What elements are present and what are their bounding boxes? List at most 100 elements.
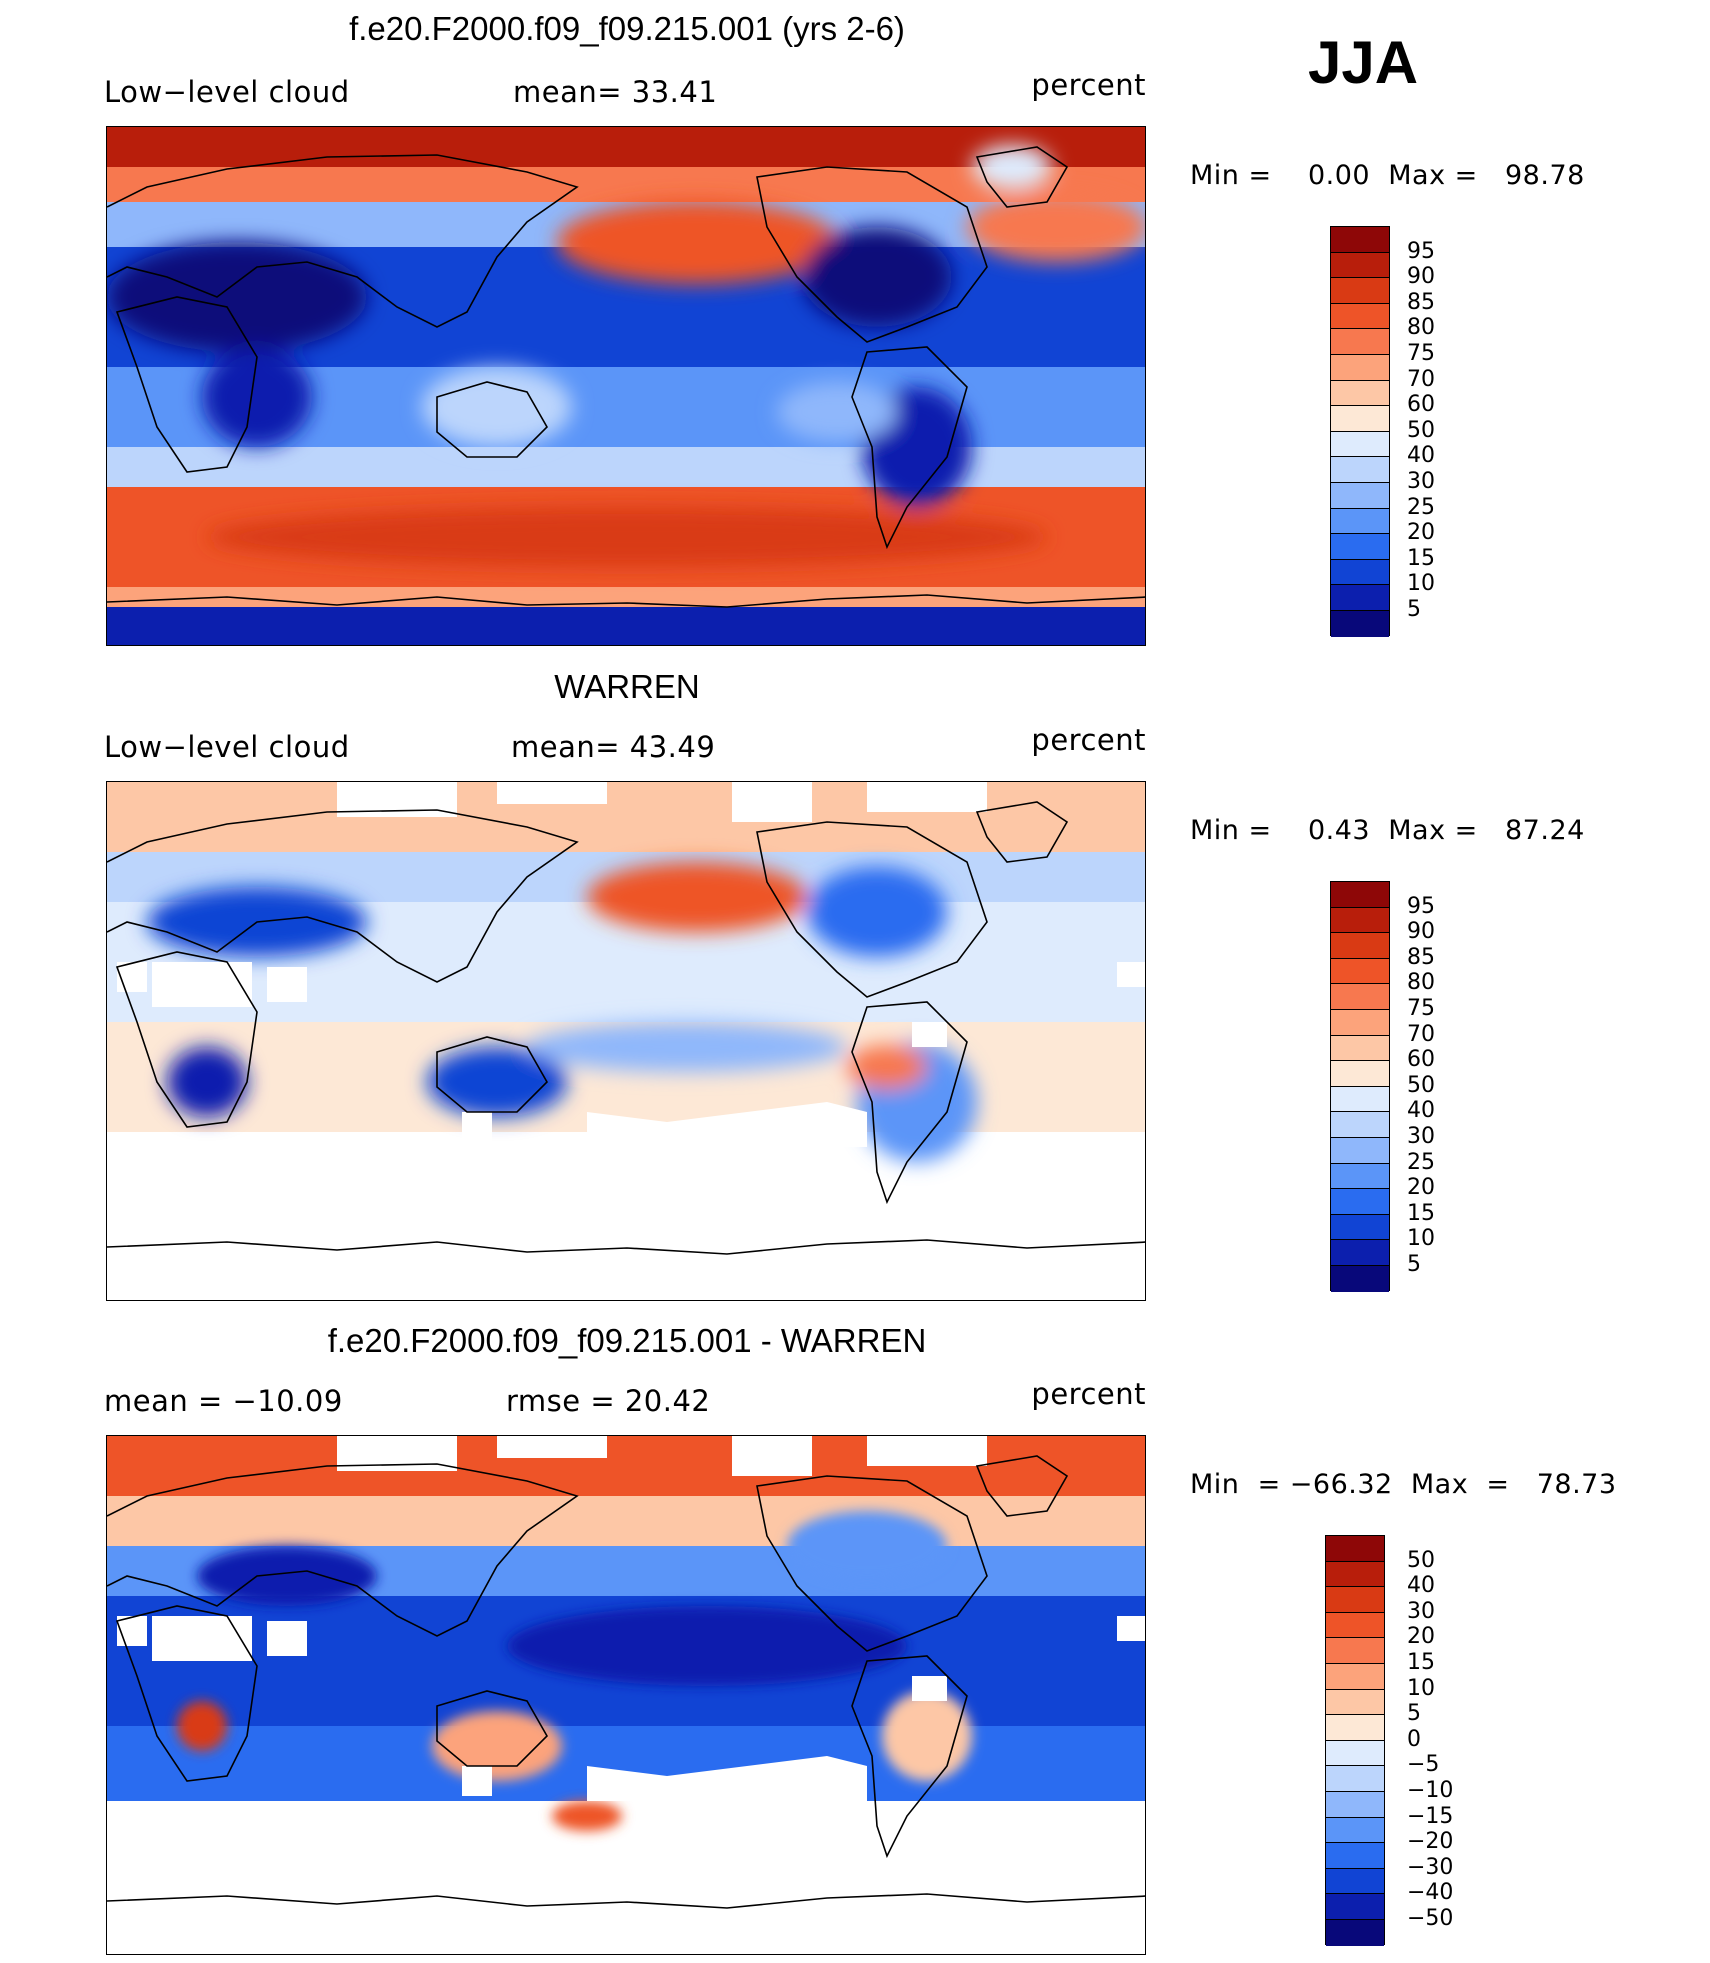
p2-coast-namerica bbox=[756, 821, 988, 998]
colorbar-tick-label: 90 bbox=[1407, 919, 1435, 945]
colorbar-tick-label: −15 bbox=[1407, 1803, 1454, 1829]
p3-band-north bbox=[107, 1496, 1145, 1546]
colorbar-swatch bbox=[1326, 1561, 1384, 1588]
colorbar-swatch bbox=[1326, 1689, 1384, 1716]
colorbar-tick-label: 30 bbox=[1407, 469, 1435, 494]
panel1-units-label: percent bbox=[1031, 68, 1146, 102]
colorbar-tick-label: 5 bbox=[1407, 597, 1421, 622]
p3-coast-greenland bbox=[975, 1455, 1069, 1517]
colorbar-tick-label: 50 bbox=[1407, 1547, 1435, 1573]
colorbar-swatch bbox=[1326, 1740, 1384, 1767]
colorbar-tick-label: 80 bbox=[1407, 970, 1435, 996]
colorbar-tick-label: 15 bbox=[1407, 545, 1435, 571]
colorbar-swatch bbox=[1331, 1189, 1389, 1215]
panel1-variable-label: Low−level cloud bbox=[104, 75, 350, 109]
colorbar-swatch bbox=[1331, 457, 1389, 483]
p3-band-arctic bbox=[107, 1436, 1145, 1496]
colorbar-swatch bbox=[1331, 380, 1389, 407]
p2-coast-samerica bbox=[851, 1001, 968, 1205]
panel3-map bbox=[106, 1435, 1146, 1955]
colorbar-swatch bbox=[1331, 1265, 1389, 1292]
p3-gap-7 bbox=[267, 1621, 307, 1656]
panel2-title: WARREN bbox=[554, 668, 700, 705]
p1-band-south-transition bbox=[107, 587, 1145, 607]
colorbar-tick-label: −5 bbox=[1407, 1752, 1440, 1778]
colorbar-swatch bbox=[1331, 958, 1389, 985]
colorbar-tick-label: 50 bbox=[1407, 1072, 1435, 1098]
p2-coast-antarctica bbox=[107, 1239, 1145, 1255]
panel3-units-label: percent bbox=[1031, 1377, 1146, 1411]
p2-coast-greenland bbox=[975, 801, 1069, 863]
p2-gap-south-pacific bbox=[587, 1102, 867, 1147]
colorbar-tick-label: 30 bbox=[1407, 1598, 1435, 1624]
colorbar-swatch bbox=[1331, 1163, 1389, 1190]
p3-gap-6 bbox=[152, 1616, 252, 1661]
p2-gap-9 bbox=[912, 1022, 947, 1047]
p2-gap-5 bbox=[117, 962, 147, 992]
p2-blob-peru-sc bbox=[847, 1045, 927, 1089]
colorbar-tick-label: −10 bbox=[1407, 1778, 1454, 1803]
colorbar-swatch bbox=[1326, 1843, 1384, 1869]
panel3-rmse-label: rmse = 20.42 bbox=[506, 1384, 711, 1418]
panel1-minmax: Min = 0.00 Max = 98.78 bbox=[1190, 160, 1585, 191]
p2-gap-6 bbox=[152, 962, 252, 1007]
p1-band-arctic bbox=[107, 127, 1145, 167]
p1-coast-australia bbox=[436, 381, 548, 458]
colorbar-swatch bbox=[1331, 1112, 1389, 1138]
colorbar-swatch bbox=[1331, 1214, 1389, 1241]
panel2-mean-label: mean= 43.49 bbox=[511, 730, 716, 764]
colorbar-tick-label: 20 bbox=[1407, 1624, 1435, 1650]
colorbar-tick-label: 60 bbox=[1407, 392, 1435, 418]
colorbar-swatch bbox=[1331, 907, 1389, 934]
p3-gap-9 bbox=[912, 1676, 947, 1701]
p2-blob-namerica bbox=[807, 867, 947, 957]
colorbar-tick-label: 25 bbox=[1407, 1149, 1435, 1175]
colorbar-tick-label: 40 bbox=[1407, 443, 1435, 469]
p3-blob-pacific-dark bbox=[507, 1606, 907, 1686]
colorbar-tick-label: 0 bbox=[1407, 1726, 1421, 1752]
colorbar-swatch bbox=[1331, 610, 1389, 637]
p1-blob-australia bbox=[422, 367, 572, 447]
colorbar-swatch bbox=[1331, 984, 1389, 1010]
season-label: JJA bbox=[1308, 29, 1419, 96]
colorbar-tick-label: 70 bbox=[1407, 1021, 1435, 1047]
colorbar-swatch bbox=[1326, 1638, 1384, 1664]
p1-coast-namerica bbox=[756, 166, 988, 343]
colorbar-tick-label: 20 bbox=[1407, 1175, 1435, 1201]
panel2-minmax: Min = 0.43 Max = 87.24 bbox=[1190, 815, 1585, 846]
colorbar-tick-label: 75 bbox=[1407, 996, 1435, 1021]
colorbar-swatch bbox=[1326, 1536, 1384, 1562]
colorbar-tick-label: 85 bbox=[1407, 944, 1435, 970]
colorbar-tick-label: −20 bbox=[1407, 1829, 1454, 1855]
colorbar-tick-label: 95 bbox=[1407, 893, 1435, 919]
p2-gap-7 bbox=[267, 967, 307, 1002]
colorbar-swatch bbox=[1331, 1035, 1389, 1062]
colorbar-tick-label: 85 bbox=[1407, 289, 1435, 315]
p2-coast-eurasia bbox=[107, 809, 579, 983]
p3-blob-sahara bbox=[197, 1546, 377, 1606]
p3-coast-eurasia bbox=[107, 1463, 579, 1637]
p3-coast-antarctica bbox=[107, 1893, 1145, 1909]
colorbar-swatch bbox=[1331, 329, 1389, 355]
p3-coast-africa bbox=[115, 1605, 258, 1782]
colorbar-swatch bbox=[1326, 1715, 1384, 1741]
p1-blob-npacific bbox=[557, 200, 837, 284]
colorbar-swatch bbox=[1326, 1919, 1384, 1946]
p1-band-antarctica bbox=[107, 607, 1145, 645]
colorbar-swatch bbox=[1331, 1137, 1389, 1164]
p3-blob-namerica bbox=[787, 1511, 947, 1581]
p1-blob-africa-s bbox=[202, 347, 312, 447]
colorbar-tick-label: −40 bbox=[1407, 1880, 1454, 1906]
p2-gap-10 bbox=[462, 1112, 492, 1142]
p1-coast-greenland bbox=[975, 146, 1069, 208]
colorbar-swatch bbox=[1331, 1086, 1389, 1113]
panel2-map bbox=[106, 781, 1146, 1301]
p2-band-no-data bbox=[107, 1147, 1145, 1300]
panel3-minmax: Min = −66.32 Max = 78.73 bbox=[1190, 1469, 1617, 1500]
colorbar-swatch bbox=[1326, 1612, 1384, 1639]
colorbar-swatch bbox=[1331, 508, 1389, 535]
colorbar-swatch bbox=[1331, 354, 1389, 381]
colorbar-tick-label: 95 bbox=[1407, 238, 1435, 264]
colorbar-swatch bbox=[1326, 1766, 1384, 1792]
colorbar-tick-label: 5 bbox=[1407, 1701, 1421, 1727]
